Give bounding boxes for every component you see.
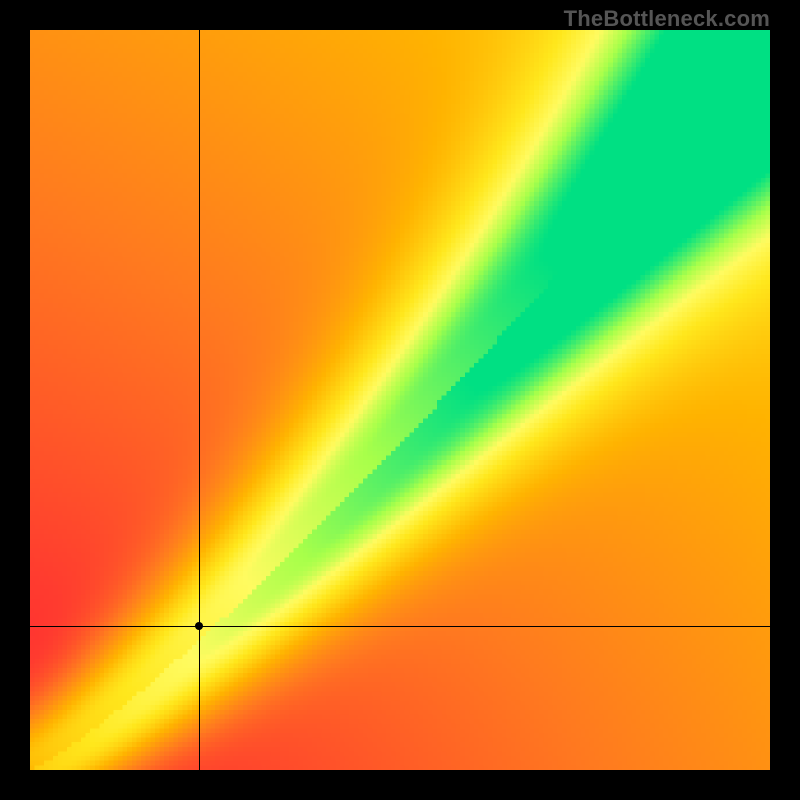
chart-frame: TheBottleneck.com [0, 0, 800, 800]
watermark-text: TheBottleneck.com [564, 6, 770, 32]
crosshair-vertical-line [199, 30, 200, 770]
bottleneck-heatmap [30, 30, 770, 770]
plot-area [30, 30, 770, 770]
selected-point-marker [195, 622, 203, 630]
crosshair-horizontal-line [30, 626, 770, 627]
